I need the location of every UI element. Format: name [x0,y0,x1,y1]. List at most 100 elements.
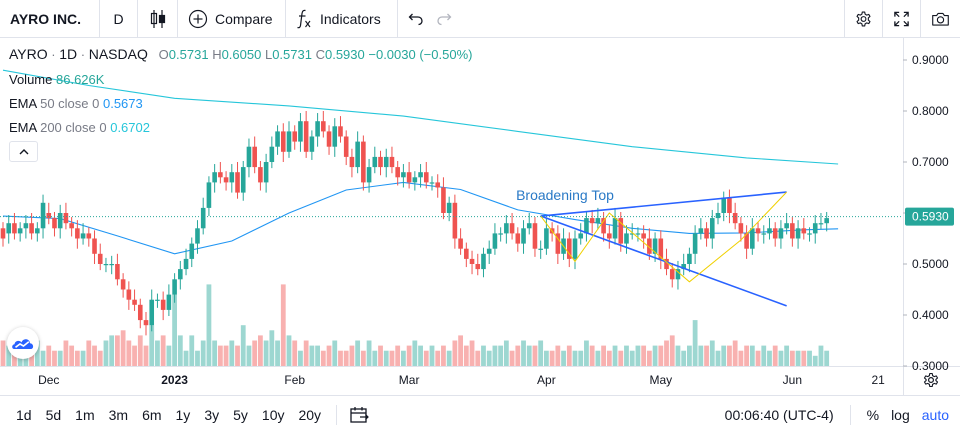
range-1y-button[interactable]: 1y [175,406,191,423]
volume-bar [767,350,772,366]
last-price-badge [905,207,954,226]
volume-bar [509,350,515,366]
candle-body [526,223,532,229]
volume-bar [412,340,418,366]
range-1d-button[interactable]: 1d [16,406,32,423]
candle-body [406,172,412,183]
range-20y-button[interactable]: 20y [298,406,322,423]
candle-body [732,213,738,224]
candle [263,153,269,193]
candle-body [635,233,641,235]
volume-bar [709,340,715,366]
indicators-button[interactable]: Indicators [286,0,398,38]
candle-body [103,264,109,266]
candle [635,227,641,242]
candle-body [618,218,624,244]
axis-settings-gear-icon[interactable] [923,372,939,388]
compare-button[interactable]: Compare [178,0,286,38]
range-3m-button[interactable]: 3m [108,406,129,423]
time-axis-label: Jun [783,373,802,387]
candle-body [389,156,395,168]
candle-body [595,218,601,224]
volume-bar [652,345,658,366]
volume-legend[interactable]: Volume 86.626K [9,72,104,87]
candle [624,225,629,254]
price-chart[interactable]: Broadening Top0.90000.80000.70000.60000.… [0,38,960,395]
range-5y-button[interactable]: 5y [233,406,248,423]
range-10y-button[interactable]: 10y [261,406,285,423]
redo-icon[interactable] [436,12,452,26]
candle [681,253,686,276]
log-scale-toggle[interactable]: log [891,407,910,423]
candle [492,223,498,255]
candle-body [715,213,721,219]
volume-bar [349,345,355,366]
volume-bar [172,294,177,366]
last-price-label: 0.5930 [912,210,949,224]
tradingview-logo[interactable] [7,327,39,359]
volume-bar [584,340,589,366]
ema200-legend[interactable]: EMA 200 close 0 0.6702 [9,120,150,135]
volume-bar [137,335,143,366]
volume-bar [578,350,584,366]
volume-bar [452,340,458,366]
candle-body [298,121,303,142]
range-1m-button[interactable]: 1m [75,406,95,423]
time-axis-label: May [649,373,672,387]
candle-body [709,218,715,239]
legend-collapse-button[interactable] [9,141,38,162]
pattern-zigzag-line [540,191,787,283]
candle-body [778,228,784,239]
timezone-clock[interactable]: 00:06:40 (UTC-4) [725,405,851,425]
candle-body [675,269,681,280]
candle-body [807,233,812,235]
percent-scale-toggle[interactable]: % [866,407,880,423]
volume-bar [200,340,206,366]
candle [0,222,6,247]
candle-body [326,131,332,147]
chart-type-button[interactable] [138,0,178,38]
ema50-legend[interactable]: EMA 50 close 0 0.5673 [9,96,143,111]
calendar-icon[interactable] [349,406,369,424]
bottom-right-group: 00:06:40 (UTC-4) % log auto [725,396,960,433]
volume-bar [732,340,738,366]
time-axis-label: Feb [284,373,305,387]
volume-bar [606,350,612,366]
volume-bar [738,350,744,366]
fullscreen-button[interactable] [882,0,920,38]
volume-bar [727,345,732,366]
candle [343,130,349,166]
auto-scale-toggle[interactable]: auto [921,407,949,423]
volume-bar [503,340,509,366]
volume-bar [12,350,17,366]
candle [155,293,160,308]
camera-icon [932,12,949,26]
ema200-label: EMA [9,120,37,135]
candle [383,148,389,178]
candle [126,281,132,310]
candle [63,202,69,230]
candle-body [509,223,515,234]
candle [481,247,486,278]
snapshot-button[interactable] [920,0,960,38]
candle-body [612,218,618,239]
volume-bar [675,345,681,366]
volume-bar [143,345,149,366]
candle-body [555,233,561,254]
range-5d-button[interactable]: 5d [45,406,62,423]
symbol-search-button[interactable]: AYRO INC. [0,0,100,38]
settings-button[interactable] [844,0,882,38]
volume-bar [418,345,423,366]
candle [115,253,120,286]
volume-bar [389,350,395,366]
candle [807,227,812,242]
volume-bar [92,345,97,366]
undo-icon[interactable] [408,12,424,26]
candle-body [315,121,320,137]
volume-bar [441,345,446,366]
interval-button[interactable]: D [100,0,138,38]
candle [86,227,92,247]
range-6m-button[interactable]: 6m [142,406,162,423]
range-3y-button[interactable]: 3y [204,406,220,423]
candle-body [452,202,458,239]
